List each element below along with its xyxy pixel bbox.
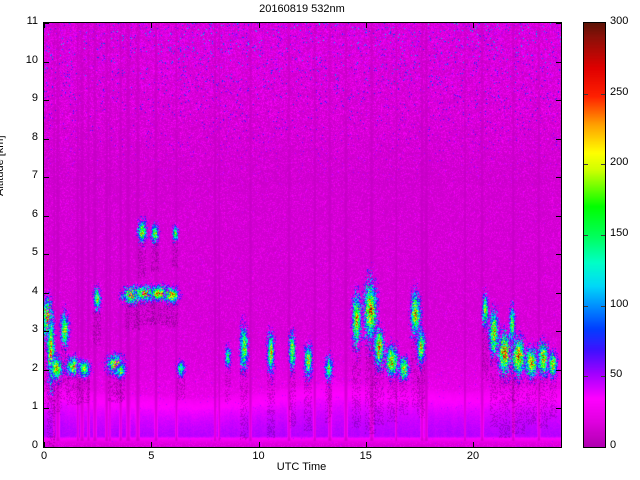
y-tick-mark-right [556,408,561,409]
lidar-heatmap-canvas [44,23,561,447]
y-tick-mark-right [556,447,561,448]
colorbar-tick-label: 300 [610,15,629,27]
y-tick-mark-right [556,100,561,101]
colorbar-tick-label: 0 [610,439,617,451]
x-tick-mark-top [44,23,45,28]
colorbar-tick-mark-left [584,164,588,165]
y-axis-label: Altitude [km] [0,135,6,196]
x-tick-mark [473,442,474,447]
y-tick-label: 1 [31,400,38,413]
y-tick-mark-right [556,370,561,371]
y-tick-label: 3 [31,323,38,336]
y-tick-mark-right [556,62,561,63]
x-axis-label: UTC Time [276,461,327,473]
x-tick-label: 20 [466,450,480,462]
y-tick-mark [44,100,49,101]
y-tick-mark [44,139,49,140]
y-tick-mark [44,293,49,294]
y-tick-mark-right [556,23,561,24]
colorbar-tick-label: 100 [610,297,629,310]
colorbar-tick-label: 150 [610,227,629,239]
y-tick-mark [44,408,49,409]
colorbar-tick-mark-left [584,306,588,307]
y-tick-mark [44,370,49,371]
y-tick-label: 5 [31,246,38,259]
y-tick-mark [44,254,49,255]
y-tick-mark [44,177,49,178]
y-tick-mark-right [556,254,561,255]
y-tick-label: 4 [31,284,38,297]
x-tick-label: 0 [40,450,48,462]
y-tick-label: 6 [31,207,38,220]
colorbar-tick-mark [601,376,605,377]
colorbar-tick-label: 200 [610,156,629,169]
x-tick-mark-top [151,23,152,28]
plot-axes-frame [43,22,562,448]
colorbar-tick-mark-left [584,94,588,95]
colorbar-tick-mark-left [584,376,588,377]
y-tick-mark [44,62,49,63]
y-tick-label: 7 [31,169,38,182]
y-tick-label: 2 [31,361,38,374]
x-tick-label: 5 [148,450,155,462]
x-tick-mark [44,442,45,447]
x-tick-mark-top [366,23,367,28]
x-tick-mark [366,442,367,447]
y-tick-label: 8 [31,130,38,143]
colorbar-tick-mark [601,164,605,165]
x-tick-mark-top [259,23,260,28]
x-tick-mark-top [473,23,474,28]
x-tick-mark [259,442,260,447]
y-tick-label: 0 [31,439,38,451]
x-tick-mark [151,442,152,447]
colorbar-tick-mark [601,235,605,236]
colorbar-tick-label: 250 [610,85,629,98]
x-tick-label: 15 [359,450,372,462]
colorbar-frame [583,22,606,448]
y-tick-mark-right [556,331,561,332]
y-tick-mark-right [556,139,561,140]
y-tick-label: 11 [26,15,38,27]
y-tick-mark [44,331,49,332]
y-tick-label: 10 [25,53,38,66]
y-tick-mark [44,216,49,217]
colorbar-tick-label: 50 [610,368,623,381]
y-tick-mark-right [556,293,561,294]
colorbar-tick-mark [601,306,605,307]
page-title: 20160819 532nm [259,3,345,15]
y-tick-mark [44,23,49,24]
y-tick-mark-right [556,177,561,178]
colorbar-tick-mark-left [584,235,588,236]
y-tick-label: 9 [31,92,38,105]
y-tick-mark [44,447,49,448]
colorbar-gradient [584,23,605,447]
y-tick-mark-right [556,216,561,217]
x-tick-label: 10 [252,450,265,462]
colorbar-tick-mark [601,94,605,95]
